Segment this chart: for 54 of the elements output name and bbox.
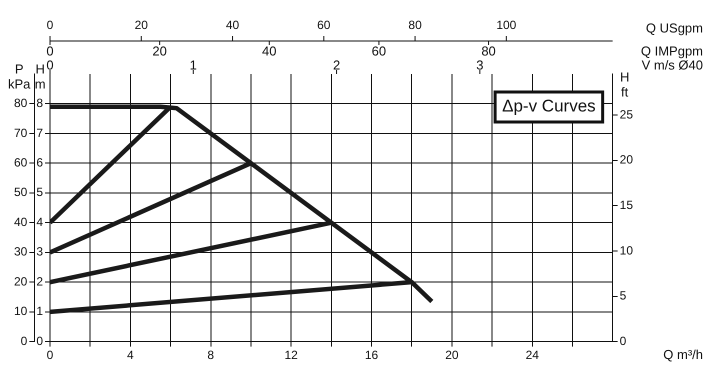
text: 0 bbox=[46, 44, 54, 59]
y-tick-label: 8 bbox=[36, 96, 44, 110]
y2-tick-label: 20 bbox=[620, 152, 634, 167]
y3-tick-label: 80 bbox=[14, 96, 28, 110]
text: V m/s Ø40 bbox=[642, 58, 703, 73]
y3-tick-label: 10 bbox=[14, 304, 28, 318]
y3-tick-label: 50 bbox=[14, 185, 28, 200]
x-tick-label: 4 bbox=[127, 348, 134, 362]
y3-tick-label: 60 bbox=[14, 156, 28, 170]
x-tick-label: 8 bbox=[207, 348, 214, 362]
x2-tick-label: 80 bbox=[408, 18, 422, 32]
x2-tick-label: 60 bbox=[317, 18, 331, 32]
y-tick-label: 7 bbox=[36, 126, 44, 140]
y-tick-label: 3 bbox=[36, 244, 44, 259]
y-axis-title: H m bbox=[34, 62, 46, 92]
x2-tick-label: 0 bbox=[46, 18, 54, 32]
x2-tick-label: 40 bbox=[226, 18, 240, 32]
y3-tick-label: 70 bbox=[14, 126, 28, 140]
y3-tick-label: 0 bbox=[20, 334, 28, 348]
text: Q IMPgpm bbox=[640, 44, 703, 59]
y2-axis-title: H ft bbox=[620, 70, 630, 100]
x-axis-title: Q m³/h bbox=[663, 347, 703, 362]
y2-tick-label: 0 bbox=[620, 334, 627, 348]
x2-tick-label: 20 bbox=[134, 18, 148, 32]
text: 3 bbox=[476, 58, 484, 73]
y3-tick-label: 30 bbox=[14, 244, 28, 259]
y2-tick-label: 15 bbox=[620, 198, 634, 212]
x-tick-label: 12 bbox=[284, 348, 298, 362]
text: 1 bbox=[190, 58, 197, 73]
text: Δp-v Curves bbox=[502, 96, 596, 116]
y2-tick-label: 10 bbox=[620, 243, 634, 258]
text: 80 bbox=[481, 44, 496, 59]
y2-tick-label: 5 bbox=[620, 288, 627, 303]
y3-tick-label: 40 bbox=[14, 214, 28, 229]
y-tick-label: 6 bbox=[36, 156, 44, 170]
text: 20 bbox=[152, 44, 167, 59]
text: 60 bbox=[372, 44, 386, 59]
x-tick-label: 20 bbox=[445, 348, 459, 362]
y-tick-label: 1 bbox=[36, 304, 44, 318]
y-tick-label: 2 bbox=[36, 274, 44, 288]
x-tick-label: 24 bbox=[526, 348, 540, 362]
x-tick-label: 16 bbox=[364, 348, 379, 362]
y3-tick-label: 20 bbox=[14, 274, 28, 288]
text: 2 bbox=[332, 58, 340, 73]
x2-tick-label: 100 bbox=[496, 18, 517, 32]
text: 0 bbox=[46, 58, 54, 73]
y-tick-label: 5 bbox=[36, 185, 44, 200]
y-tick-label: 4 bbox=[36, 214, 44, 229]
y3-axis-title: P kPa bbox=[8, 62, 32, 92]
y-tick-label: 0 bbox=[36, 334, 44, 348]
x2-axis-title: Q USgpm bbox=[646, 20, 703, 36]
text: 40 bbox=[262, 44, 277, 59]
y2-tick-label: 25 bbox=[620, 107, 634, 122]
x-tick-label: 0 bbox=[46, 348, 54, 362]
